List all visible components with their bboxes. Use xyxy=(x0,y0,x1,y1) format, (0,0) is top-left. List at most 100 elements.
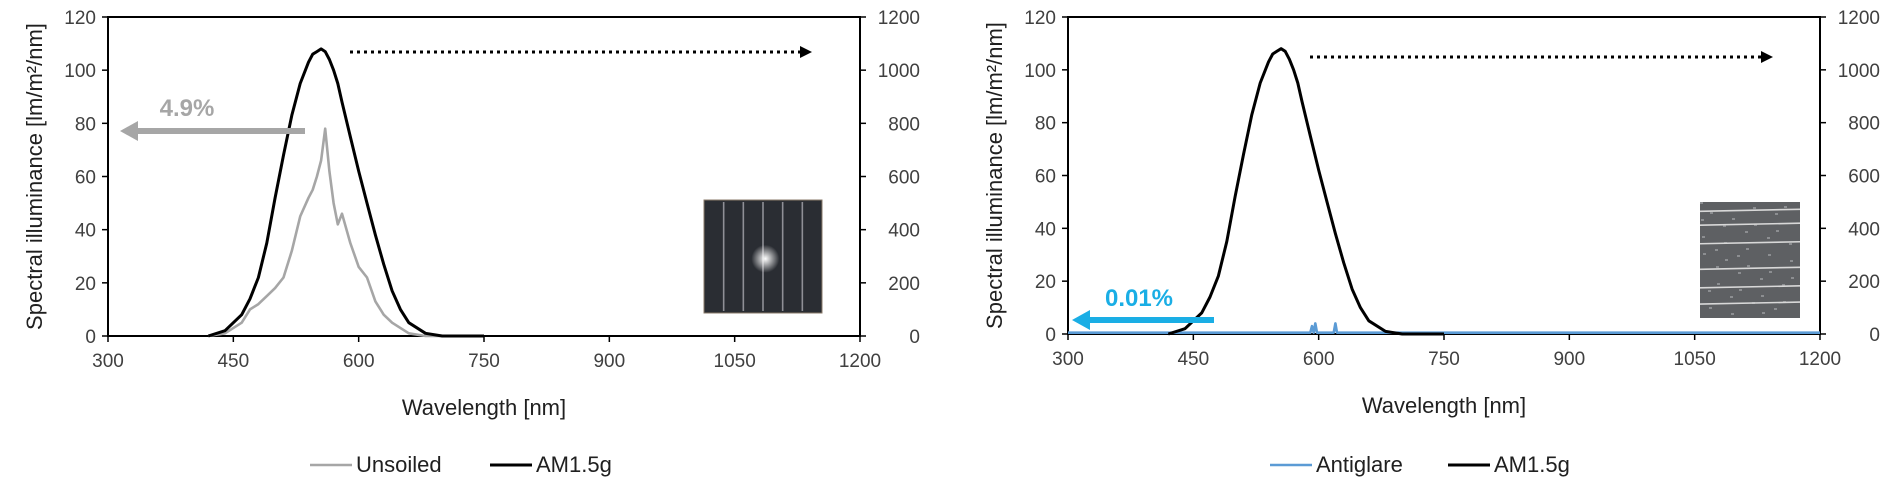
y2-tick-label: 800 xyxy=(1848,114,1880,135)
photo-texture xyxy=(1754,224,1757,226)
photo-texture xyxy=(1776,230,1779,232)
photo-texture xyxy=(1731,313,1734,315)
photo-texture xyxy=(1710,212,1713,214)
y-tick-label: 0 xyxy=(85,327,96,348)
annotation-label: 0.01% xyxy=(1105,285,1173,312)
y-axis-title: Spectral illuminance [lm/m²/nm] xyxy=(22,23,47,330)
y-tick-label: 60 xyxy=(75,168,96,189)
y-tick-label: 20 xyxy=(1035,272,1056,293)
y-tick-label: 40 xyxy=(1035,219,1056,240)
photo-busbar xyxy=(1699,266,1801,271)
photo-busbar xyxy=(1699,222,1801,226)
series-line-am1-5g xyxy=(1167,47,1444,336)
photo-texture xyxy=(1746,248,1749,250)
chart-panel-2: 300 450 600 750 900 1050 120002040608010012002… xyxy=(982,8,1880,477)
legend-label: AM1.5g xyxy=(1494,452,1570,477)
photo-texture xyxy=(1747,265,1750,267)
annotation-arrow-head xyxy=(1072,310,1090,330)
x-tick-label: 1200 xyxy=(1799,349,1841,370)
photo-texture xyxy=(1790,260,1793,262)
photo-texture xyxy=(1789,243,1792,245)
photo-texture xyxy=(1717,283,1720,285)
x-tick-label: 450 xyxy=(1177,349,1209,370)
annotation-label: 4.9% xyxy=(160,95,215,122)
photo-texture xyxy=(1767,237,1770,239)
y2-tick-label: 1200 xyxy=(1838,8,1880,29)
y2-tick-label: 0 xyxy=(1869,325,1880,346)
photo-texture xyxy=(1732,218,1735,220)
photo-texture xyxy=(1708,290,1711,292)
x-tick-label: 900 xyxy=(1553,349,1585,370)
series-line-am1-5g xyxy=(207,47,484,338)
photo-busbar xyxy=(1699,208,1801,213)
photo-texture xyxy=(1784,206,1787,208)
y2-tick-label: 200 xyxy=(888,274,920,295)
x-tick-label: 1200 xyxy=(839,351,881,372)
photo-texture xyxy=(1745,231,1748,233)
y2-tick-label: 1200 xyxy=(878,8,920,29)
chart-panel-1: 300 450 600 750 900 1050 1200 0 20 40 60 80 100 1200 2… xyxy=(22,8,920,477)
x-tick-label: 900 xyxy=(593,351,625,372)
annotation-arrow-head xyxy=(120,121,138,141)
legend-label: Antiglare xyxy=(1316,452,1403,477)
photo-glare-spot xyxy=(751,244,780,273)
photo-texture xyxy=(1753,207,1756,209)
photo-texture xyxy=(1709,307,1712,309)
y2-tick-label: 600 xyxy=(888,168,920,189)
x-tick-label: 750 xyxy=(1428,349,1460,370)
y-tick-label: 80 xyxy=(1035,114,1056,135)
photo-texture xyxy=(1738,272,1741,274)
legend-label: AM1.5g xyxy=(536,452,612,477)
series-line-unsoiled xyxy=(208,127,443,338)
y-tick-label: 20 xyxy=(75,274,96,295)
x-tick-label: 300 xyxy=(92,351,124,372)
photo-texture xyxy=(1723,225,1726,227)
y2-tick-label: 1000 xyxy=(1838,61,1880,82)
photo-busbar xyxy=(1699,301,1801,305)
x-tick-label: 450 xyxy=(217,351,249,372)
y-axis-title: Spectral illuminance [lm/m²/nm] xyxy=(982,22,1007,329)
y-tick-label: 100 xyxy=(1024,61,1056,82)
y-tick-label: 40 xyxy=(75,221,96,242)
photo-texture xyxy=(1737,255,1740,257)
antiglare-cell-photo xyxy=(1699,202,1801,318)
x-axis-title: Wavelength [nm] xyxy=(1362,393,1526,418)
photo-texture xyxy=(1702,236,1705,238)
x-tick-label: 1050 xyxy=(1674,349,1716,370)
unsoiled-cell-photo xyxy=(703,199,823,314)
photo-texture xyxy=(1716,266,1719,268)
y2-tick-label: 400 xyxy=(888,221,920,242)
photo-texture xyxy=(1703,253,1706,255)
photo-background xyxy=(1700,202,1800,318)
y-tick-label: 80 xyxy=(75,114,96,135)
x-tick-label: 1050 xyxy=(714,351,756,372)
y2-tick-label: 600 xyxy=(1848,167,1880,188)
photo-busbar xyxy=(1699,240,1801,245)
y2-tick-label: 0 xyxy=(909,327,920,348)
photo-texture xyxy=(1760,278,1763,280)
photo-texture xyxy=(1761,295,1764,297)
y-tick-label: 120 xyxy=(1024,8,1056,29)
photo-texture xyxy=(1768,254,1771,256)
photo-texture xyxy=(1700,202,1703,204)
photo-texture xyxy=(1775,213,1778,215)
y2-tick-label: 800 xyxy=(888,114,920,135)
y2-tick-label: 400 xyxy=(1848,219,1880,240)
photo-texture xyxy=(1774,308,1777,310)
photo-texture xyxy=(1739,289,1742,291)
photo-texture xyxy=(1715,249,1718,251)
photo-texture xyxy=(1782,284,1785,286)
y-tick-label: 100 xyxy=(64,61,96,82)
y-tick-label: 0 xyxy=(1045,325,1056,346)
y2-tick-label: 1000 xyxy=(878,61,920,82)
y2-tick-label: 200 xyxy=(1848,272,1880,293)
x-tick-label: 750 xyxy=(468,351,500,372)
series-line-antiglare xyxy=(1068,322,1820,334)
photo-texture xyxy=(1769,271,1772,273)
y-tick-label: 60 xyxy=(1035,167,1056,188)
x-tick-label: 600 xyxy=(343,351,375,372)
photo-texture xyxy=(1730,296,1733,298)
dotted-arrow-head xyxy=(1761,51,1773,63)
x-tick-label: 300 xyxy=(1052,349,1084,370)
